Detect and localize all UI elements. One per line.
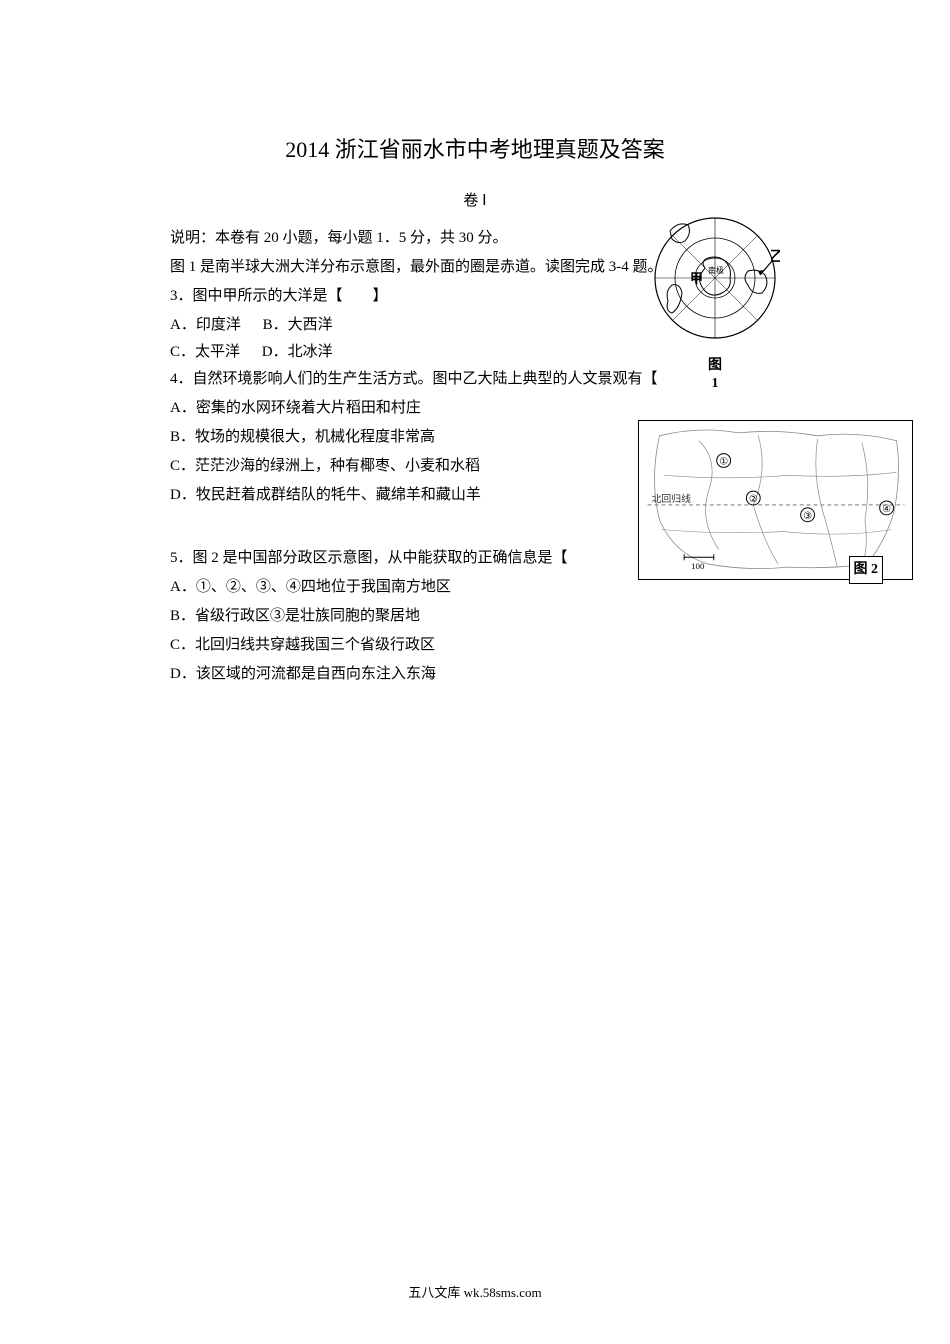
- q3-option-b: B．大西洋: [263, 312, 333, 339]
- figure2-tropic-label: 北回归线: [651, 492, 691, 505]
- section-subtitle: 卷 Ⅰ: [170, 188, 780, 215]
- figure2-mark-1: ①: [719, 456, 728, 467]
- figure2-mark-4: ④: [882, 503, 891, 514]
- figure-2-label: 图 2: [849, 556, 884, 583]
- q5-option-a: A．①、②、③、④四地位于我国南方地区: [170, 574, 570, 601]
- q3-option-d: D．北冰洋: [262, 339, 333, 366]
- q5-option-d: D．该区域的河流都是自西向东注入东海: [170, 661, 570, 688]
- q3-option-a: A．印度洋: [170, 312, 241, 339]
- figure-1-label: 图 1: [645, 357, 785, 393]
- figure1-jia-label: 甲: [690, 271, 703, 286]
- figure1-yi-label: 乙: [770, 249, 780, 265]
- figure2-mark-2: ②: [748, 494, 757, 505]
- figure2-scale-label: 100: [691, 561, 705, 571]
- q5-option-c: C．北回归线共穿越我国三个省级行政区: [170, 632, 570, 659]
- figure-1: 甲 乙 南极 图 1: [645, 213, 785, 393]
- q4-option-a: A．密集的水网环绕着大片稻田和村庄: [170, 395, 730, 422]
- q5-stem: 5．图 2 是中国部分政区示意图，从中能获取的正确信息是【: [170, 545, 570, 572]
- content-wrapper: 说明：本卷有 20 小题，每小题 1．5 分，共 30 分。 图 1 是南半球大…: [170, 225, 780, 688]
- question-5-block: 5．图 2 是中国部分政区示意图，从中能获取的正确信息是【 A．①、②、③、④四…: [170, 545, 570, 688]
- figure-1-svg: 甲 乙 南极: [650, 213, 780, 343]
- figure-2: 北回归线 ① ② ③ ④ 100 图 2: [635, 420, 915, 590]
- figure1-nanji-label: 南极: [708, 265, 724, 275]
- q5-option-b: B．省级行政区③是壮族同胞的聚居地: [170, 603, 570, 630]
- figure2-mark-3: ③: [803, 510, 812, 521]
- q3-option-c: C．太平洋: [170, 339, 240, 366]
- page-title: 2014 浙江省丽水市中考地理真题及答案: [170, 130, 780, 170]
- page-footer: 五八文库 wk.58sms.com: [0, 1281, 950, 1304]
